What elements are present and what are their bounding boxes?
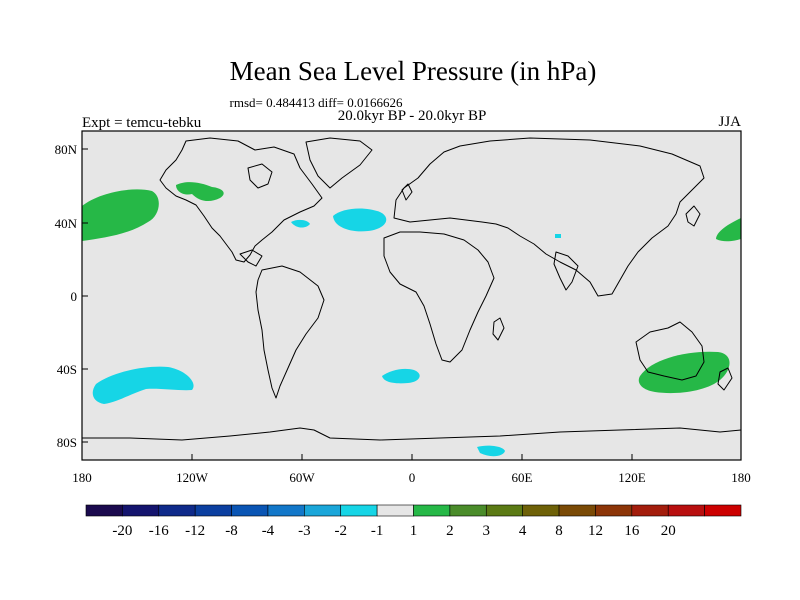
colorbar-swatch — [413, 504, 451, 517]
anomaly-mid-atlantic — [333, 208, 387, 232]
anomaly-gulf-of-alaska — [176, 182, 224, 202]
coast-south-america — [255, 265, 325, 399]
lat-label: 40S — [57, 362, 77, 377]
colorbar-label: -2 — [334, 523, 347, 539]
anomaly-south-atlantic — [382, 368, 420, 384]
lon-label: 60E — [512, 470, 533, 485]
stats-text: rmsd= 0.484413 diff= 0.0166626 — [230, 95, 403, 110]
lon-label: 180 — [731, 470, 751, 485]
lon-label: 120W — [176, 470, 209, 485]
coastlines — [82, 137, 742, 441]
ocean-background — [82, 131, 741, 460]
lon-label: 120E — [618, 470, 646, 485]
season-label: JJA — [718, 114, 741, 130]
colorbar — [85, 504, 742, 517]
coast-gulf-of-mexico — [239, 249, 263, 267]
lon-label: 60W — [289, 470, 315, 485]
anomaly-indian-ocean — [477, 445, 505, 457]
colorbar-swatch — [304, 504, 342, 517]
colorbar-swatch — [485, 504, 523, 517]
colorbar-swatch — [667, 504, 705, 517]
colorbar-label: 20 — [661, 523, 676, 539]
chart-title: Mean Sea Level Pressure (in hPa) — [230, 56, 597, 86]
anomaly-south-pacific — [92, 366, 194, 404]
colorbar-swatch — [267, 504, 305, 517]
colorbar-swatch — [631, 504, 669, 517]
colorbar-label: -8 — [225, 523, 238, 539]
colorbar-label: -3 — [298, 523, 311, 539]
colorbar-label: 2 — [446, 523, 454, 539]
colorbar-label: -20 — [112, 523, 132, 539]
colorbar-swatch — [522, 504, 560, 517]
period-label: 20.0kyr BP - 20.0kyr BP — [338, 108, 487, 124]
coast-uk — [401, 183, 413, 201]
colorbar-label: -1 — [371, 523, 384, 539]
anomaly-off-us-coast — [291, 219, 310, 228]
colorbar-labels: -20 -16 -12 -8 -4 -3 -2 -1 1 2 3 4 8 12 16 20 — [112, 523, 675, 539]
colorbar-swatch — [340, 504, 378, 517]
lat-label: 80N — [55, 142, 78, 157]
coast-japan — [685, 205, 701, 227]
colorbar-swatch — [704, 504, 742, 517]
lon-label: 0 — [409, 470, 416, 485]
colorbar-swatch — [231, 504, 269, 517]
lon-label: 180 — [72, 470, 92, 485]
anomaly-west-pacific — [716, 218, 741, 242]
colorbar-swatch — [595, 504, 633, 517]
map-panel: 80N 40N 0 40S 80S 180 120W 60W 0 60E 120… — [55, 130, 751, 485]
lat-label: 40N — [55, 216, 78, 231]
colorbar-swatch — [558, 504, 596, 517]
coast-eurasia — [393, 137, 705, 297]
experiment-label: Expt = temcu-tebku — [82, 115, 202, 131]
colorbar-label: 4 — [519, 523, 527, 539]
colorbar-label: 8 — [555, 523, 563, 539]
coast-hudson-bay — [247, 163, 273, 189]
coast-india — [553, 251, 579, 291]
coast-madagascar — [492, 317, 505, 341]
colorbar-swatch — [449, 504, 487, 517]
lon-labels: 180 120W 60W 0 60E 120E 180 — [72, 470, 751, 485]
colorbar-swatch — [376, 504, 414, 517]
colorbar-label: 1 — [410, 523, 418, 539]
coast-greenland — [305, 137, 373, 189]
anomaly-arabian-sea — [555, 234, 561, 238]
coast-australia — [635, 321, 705, 381]
colorbar-label: 3 — [483, 523, 491, 539]
coast-new-zealand — [717, 367, 733, 391]
lat-label: 0 — [71, 289, 78, 304]
colorbar-swatch — [85, 504, 123, 517]
colorbar-swatch — [158, 504, 196, 517]
anomaly-north-pacific — [82, 189, 159, 241]
lat-label: 80S — [57, 435, 77, 450]
coast-africa — [383, 231, 495, 363]
colorbar-swatch — [194, 504, 232, 517]
colorbar-label: 16 — [624, 523, 640, 539]
anomaly-fill — [82, 182, 741, 457]
colorbar-swatch — [122, 504, 160, 517]
coast-antarctica — [82, 427, 742, 441]
map-ticks — [81, 148, 742, 460]
colorbar-label: -16 — [149, 523, 169, 539]
colorbar-label: -4 — [262, 523, 275, 539]
colorbar-label: -12 — [185, 523, 205, 539]
anomaly-south-australia — [638, 351, 730, 394]
colorbar-label: 12 — [588, 523, 603, 539]
lat-labels: 80N 40N 0 40S 80S — [55, 142, 78, 450]
coast-north-america — [159, 137, 323, 263]
